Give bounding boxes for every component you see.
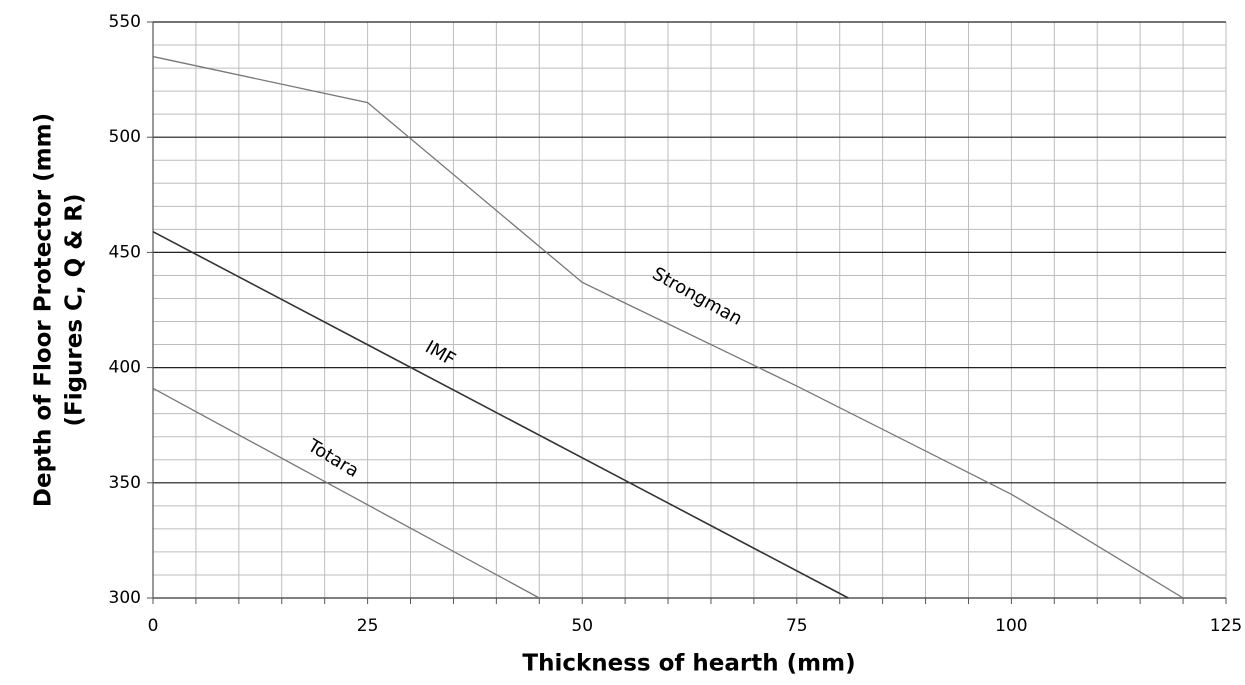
y-tick-label: 500 [109, 127, 141, 147]
x-tick-label: 0 [148, 616, 159, 636]
x-tick-label: 100 [995, 616, 1027, 636]
y-tick-label: 400 [109, 358, 141, 378]
y-tick-label: 550 [109, 12, 141, 32]
x-tick-label: 50 [571, 616, 593, 636]
y-tick-label: 350 [109, 473, 141, 493]
y-tick-label: 450 [109, 242, 141, 262]
x-tick-label: 25 [357, 616, 379, 636]
y-axis-label: (Figures C, Q & R) [62, 193, 88, 426]
y-axis-label: Depth of Floor Protector (mm) [31, 113, 57, 507]
x-tick-label: 125 [1210, 616, 1242, 636]
y-tick-label: 300 [109, 588, 141, 608]
line-series [152, 230, 849, 599]
line-series [152, 55, 1184, 599]
line-series [152, 387, 540, 599]
x-axis-label: Thickness of hearth (mm) [522, 651, 855, 677]
x-tick-label: 75 [786, 616, 808, 636]
series-label: Strongman [649, 263, 746, 330]
